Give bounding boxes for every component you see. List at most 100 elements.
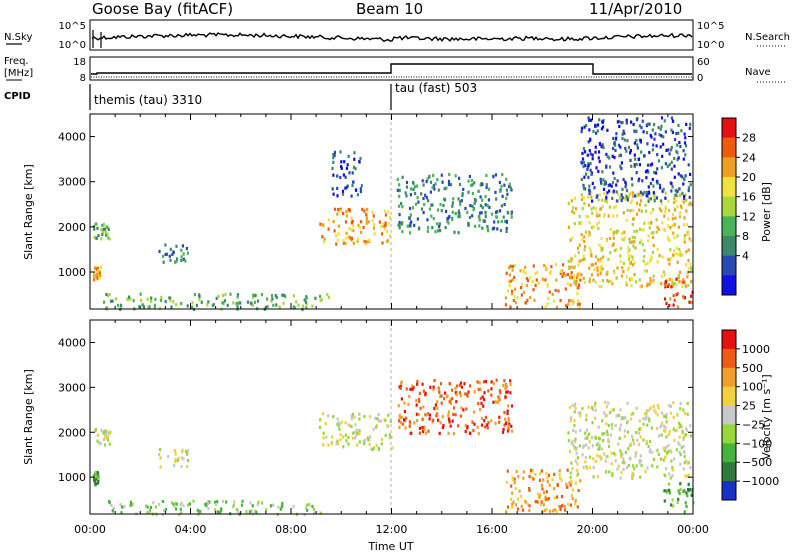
echo-cell bbox=[403, 410, 406, 414]
echo-cell bbox=[346, 163, 349, 167]
echo-cell bbox=[634, 157, 637, 161]
echo-cell bbox=[573, 419, 576, 423]
echo-cell bbox=[569, 503, 572, 507]
echo-cell bbox=[519, 269, 522, 273]
echo-cell bbox=[536, 270, 539, 274]
echo-cell bbox=[650, 426, 653, 430]
echo-cell bbox=[439, 229, 442, 233]
echo-cell bbox=[493, 226, 496, 230]
echo-cell bbox=[688, 488, 691, 492]
echo-cell bbox=[675, 246, 678, 250]
echo-cell bbox=[688, 237, 691, 241]
echo-cell bbox=[612, 451, 616, 455]
echo-cell bbox=[384, 213, 388, 217]
echo-cell bbox=[467, 190, 470, 194]
echo-cell bbox=[391, 446, 394, 450]
colorbar-tick-label: 4 bbox=[742, 250, 749, 263]
echo-cell bbox=[531, 469, 534, 473]
echo-cell bbox=[599, 177, 602, 181]
echo-cell bbox=[653, 193, 656, 197]
echo-cell bbox=[597, 150, 601, 154]
echo-cell bbox=[566, 468, 569, 472]
echo-cell bbox=[588, 149, 591, 153]
echo-cell bbox=[529, 295, 532, 300]
echo-cell bbox=[612, 206, 615, 210]
echo-cell bbox=[544, 495, 547, 499]
echo-cell bbox=[337, 421, 340, 425]
echo-cell bbox=[576, 472, 580, 476]
echo-cell bbox=[624, 180, 627, 184]
echo-cell bbox=[679, 251, 682, 255]
echo-cell bbox=[589, 249, 592, 253]
echo-cell bbox=[165, 252, 168, 256]
echo-cell bbox=[583, 125, 586, 129]
echo-cell bbox=[639, 139, 642, 143]
echo-cell bbox=[398, 425, 401, 429]
echo-cell bbox=[662, 135, 665, 139]
echo-cell bbox=[454, 386, 457, 390]
echo-cell bbox=[577, 263, 580, 267]
echo-cell bbox=[605, 239, 608, 243]
echo-cell bbox=[599, 257, 602, 261]
echo-cell bbox=[505, 510, 508, 514]
echo-cell bbox=[541, 277, 544, 281]
echo-cell bbox=[265, 508, 268, 512]
echo-cell bbox=[576, 456, 579, 460]
echo-cell bbox=[428, 207, 431, 211]
echo-cell bbox=[532, 288, 535, 292]
echo-cell bbox=[670, 503, 673, 507]
echo-cell bbox=[520, 504, 523, 508]
echo-cell bbox=[670, 450, 673, 454]
echo-cell bbox=[646, 191, 649, 195]
echo-cell bbox=[421, 417, 424, 421]
echo-cell bbox=[451, 210, 454, 214]
echo-cell bbox=[622, 467, 625, 471]
echo-cell bbox=[578, 302, 581, 306]
echo-cell bbox=[168, 254, 171, 258]
echo-cell bbox=[605, 196, 608, 200]
echo-cell bbox=[670, 182, 673, 186]
echo-cell bbox=[438, 224, 441, 229]
echo-cell bbox=[157, 502, 160, 507]
echo-cell bbox=[181, 244, 184, 248]
echo-cell bbox=[105, 432, 108, 436]
echo-cell bbox=[588, 246, 591, 250]
echo-cell bbox=[186, 452, 189, 456]
echo-cell bbox=[631, 258, 634, 262]
echo-cell bbox=[690, 300, 693, 305]
echo-cell bbox=[498, 398, 502, 402]
echo-cell bbox=[494, 400, 497, 404]
echo-cell bbox=[567, 225, 570, 229]
echo-cell bbox=[652, 404, 655, 408]
echo-cell bbox=[175, 260, 178, 264]
echo-cell bbox=[622, 416, 625, 420]
echo-cell bbox=[583, 248, 586, 252]
echo-cell bbox=[642, 130, 645, 134]
echo-cell bbox=[434, 403, 437, 407]
echo-cell bbox=[95, 222, 98, 226]
echo-cell bbox=[440, 209, 443, 213]
echo-cell bbox=[337, 208, 340, 212]
echo-cell bbox=[680, 204, 683, 208]
echo-cell bbox=[239, 301, 242, 305]
echo-cell bbox=[581, 237, 584, 241]
echo-cell bbox=[600, 447, 603, 451]
echo-cell bbox=[588, 432, 591, 436]
echo-cell bbox=[652, 243, 655, 248]
echo-cell bbox=[646, 466, 649, 470]
echo-cell bbox=[441, 180, 444, 184]
echo-cell bbox=[626, 198, 629, 202]
echo-cell bbox=[612, 214, 615, 218]
echo-cell bbox=[365, 215, 368, 219]
echo-cell bbox=[571, 236, 574, 240]
colorbar-swatch bbox=[722, 196, 736, 217]
echo-cell bbox=[102, 222, 105, 226]
echo-cell bbox=[94, 477, 97, 482]
echo-cell bbox=[634, 246, 637, 250]
echo-cell bbox=[275, 303, 278, 307]
echo-cell bbox=[590, 118, 593, 122]
echo-cell bbox=[618, 124, 621, 129]
echo-cell bbox=[423, 202, 426, 207]
echo-cell bbox=[305, 302, 308, 306]
